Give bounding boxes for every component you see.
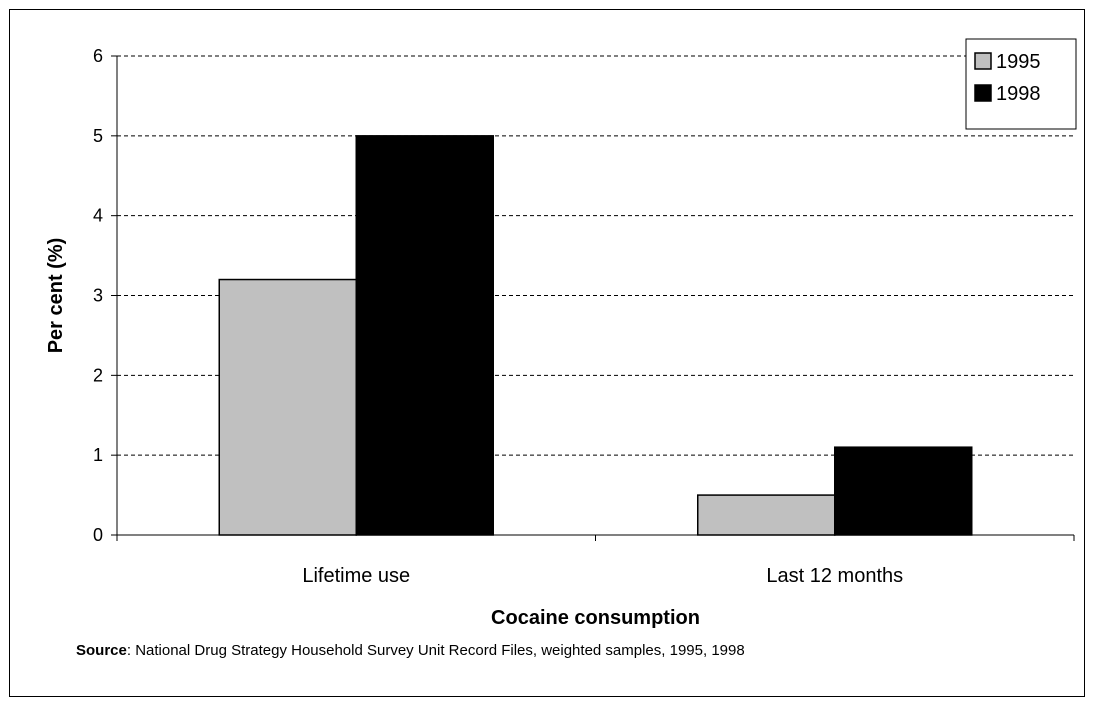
legend-label-1998: 1998	[996, 83, 1041, 105]
x-tick-label: Lifetime use	[302, 565, 410, 587]
x-tick-label: Last 12 months	[766, 565, 903, 587]
bar-1995-1	[218, 278, 357, 536]
bar-1998-2	[834, 446, 973, 536]
legend-label-1995: 1995	[996, 51, 1041, 73]
y-axis-title: Per cent (%)	[45, 238, 67, 354]
bar-1995-2	[697, 494, 836, 536]
source-text: : National Drug Strategy Household Surve…	[126, 642, 745, 659]
y-tick-label: 5	[93, 126, 103, 146]
bar-1998-1	[355, 135, 494, 536]
y-tick-label: 4	[93, 206, 103, 226]
y-tick-label: 3	[93, 286, 103, 306]
y-tick-label: 6	[93, 46, 103, 66]
y-tick-label: 2	[93, 365, 103, 385]
legend-swatch-1995	[974, 52, 992, 70]
source-note: Source: National Drug Strategy Household…	[76, 642, 745, 659]
chart-frame: 0 1 2 3 4 5 6 Lifetime use Last 12 months Cocaine…	[9, 9, 1085, 697]
x-axis-title: Cocaine consumption	[491, 607, 700, 629]
y-tick-label: 1	[93, 445, 103, 465]
legend-box	[965, 38, 1077, 130]
legend-swatch-1998	[974, 84, 992, 102]
source-label: Source	[76, 642, 127, 659]
bar-chart: 0 1 2 3 4 5 6 Lifetime use Last 12 months Cocaine…	[45, 38, 1077, 629]
y-tick-label: 0	[93, 525, 103, 545]
